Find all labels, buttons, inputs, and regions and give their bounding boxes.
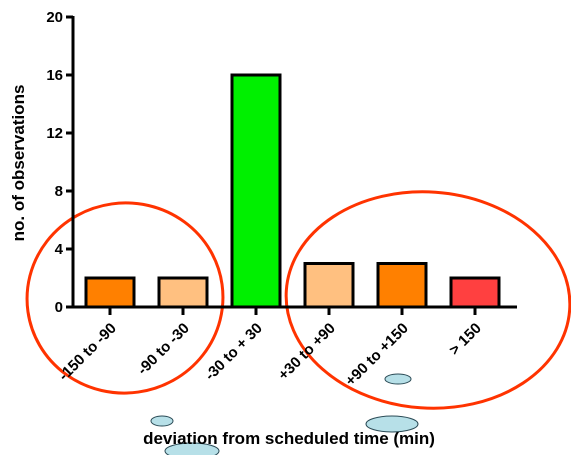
decor-ellipse-3: [384, 373, 412, 385]
bar-1: [84, 276, 136, 309]
category-labels: -150 to -90 -90 to -30 -30 to + 30 +30 to +…: [55, 320, 484, 390]
bar-5: [376, 262, 428, 309]
bar-3: [230, 73, 282, 309]
decorative-ellipses: [150, 373, 419, 455]
y-tick-label-16: 16: [46, 67, 63, 84]
y-tick-label-0: 0: [55, 299, 63, 316]
y-ticks: 0 4 8 12 16 20: [46, 9, 73, 316]
y-tick-label-20: 20: [46, 9, 63, 26]
bar-2: [157, 276, 209, 309]
decor-ellipse-2: [164, 442, 220, 455]
y-tick-label-12: 12: [46, 125, 63, 142]
x-ticks: [108, 307, 477, 315]
bar-4: [303, 262, 355, 309]
category-label-6: > 150: [446, 320, 485, 359]
decor-ellipse-4: [365, 415, 419, 433]
category-label-3: -30 to + 30: [202, 320, 266, 384]
x-axis-title: deviation from scheduled time (min): [143, 429, 435, 448]
highlight-circles: [25, 190, 571, 410]
category-label-1: -150 to -90: [55, 320, 119, 384]
decor-ellipse-1: [150, 415, 174, 427]
y-axis-title: no. of observations: [9, 85, 28, 242]
bar-6: [449, 276, 501, 309]
highlight-circle-left: [25, 201, 225, 395]
highlight-circle-right: [284, 190, 571, 410]
category-label-2: -90 to -30: [134, 320, 193, 379]
axes: [71, 16, 517, 309]
y-tick-label-4: 4: [55, 241, 64, 258]
y-tick-label-8: 8: [55, 183, 63, 200]
